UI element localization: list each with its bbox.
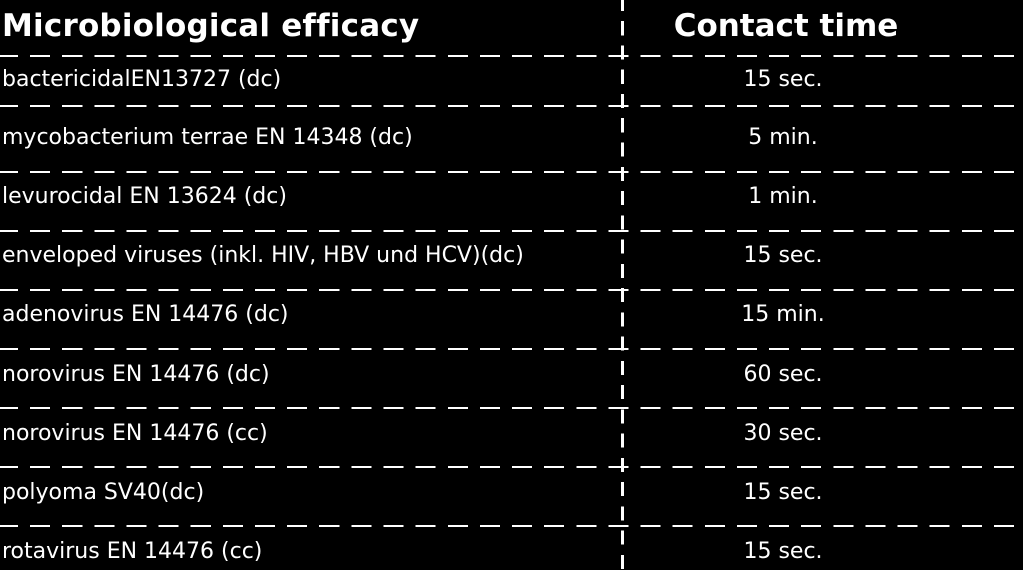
table-row: mycobacterium terrae EN 14348 (dc) 5 min…	[0, 118, 1023, 156]
efficacy-cell: enveloped viruses (inkl. HIV, HBV und HC…	[2, 242, 524, 268]
row-divider	[0, 171, 1023, 173]
contact-time-cell: 15 sec.	[743, 538, 823, 564]
header-contact-time: Contact time	[673, 8, 899, 44]
contact-time-cell: 5 min.	[748, 124, 818, 150]
table-row: levurocidal EN 13624 (dc) 1 min.	[0, 177, 1023, 215]
efficacy-cell: polyoma SV40(dc)	[2, 479, 205, 505]
contact-time-cell: 15 sec.	[743, 242, 823, 268]
contact-time-cell: 1 min.	[748, 183, 818, 209]
contact-time-cell: 15 sec.	[743, 66, 823, 92]
row-divider	[0, 466, 1023, 468]
table-row: adenovirus EN 14476 (dc) 15 min.	[0, 295, 1023, 333]
header-efficacy: Microbiological efficacy	[2, 8, 420, 44]
efficacy-cell: rotavirus EN 14476 (cc)	[2, 538, 263, 564]
table-row: enveloped viruses (inkl. HIV, HBV und HC…	[0, 236, 1023, 274]
row-divider	[0, 289, 1023, 291]
efficacy-cell: bactericidalEN13727 (dc)	[2, 66, 282, 92]
table-row: rotavirus EN 14476 (cc) 15 sec.	[0, 532, 1023, 570]
table-row: bactericidalEN13727 (dc) 15 sec.	[0, 60, 1023, 98]
row-divider	[0, 55, 1023, 57]
column-divider	[621, 0, 624, 569]
table-row: polyoma SV40(dc) 15 sec.	[0, 473, 1023, 511]
row-divider	[0, 230, 1023, 232]
efficacy-cell: norovirus EN 14476 (dc)	[2, 361, 270, 387]
contact-time-cell: 15 min.	[741, 301, 825, 327]
efficacy-cell: adenovirus EN 14476 (dc)	[2, 301, 289, 327]
table-row: norovirus EN 14476 (cc) 30 sec.	[0, 414, 1023, 452]
contact-time-cell: 60 sec.	[743, 361, 823, 387]
row-divider	[0, 525, 1023, 527]
row-divider	[0, 407, 1023, 409]
row-divider	[0, 105, 1023, 107]
efficacy-cell: levurocidal EN 13624 (dc)	[2, 183, 287, 209]
efficacy-cell: mycobacterium terrae EN 14348 (dc)	[2, 124, 413, 150]
contact-time-cell: 30 sec.	[743, 420, 823, 446]
table-header-row: Microbiological efficacy Contact time	[0, 4, 1023, 48]
table-row: norovirus EN 14476 (dc) 60 sec.	[0, 355, 1023, 393]
efficacy-cell: norovirus EN 14476 (cc)	[2, 420, 268, 446]
contact-time-cell: 15 sec.	[743, 479, 823, 505]
row-divider	[0, 348, 1023, 350]
